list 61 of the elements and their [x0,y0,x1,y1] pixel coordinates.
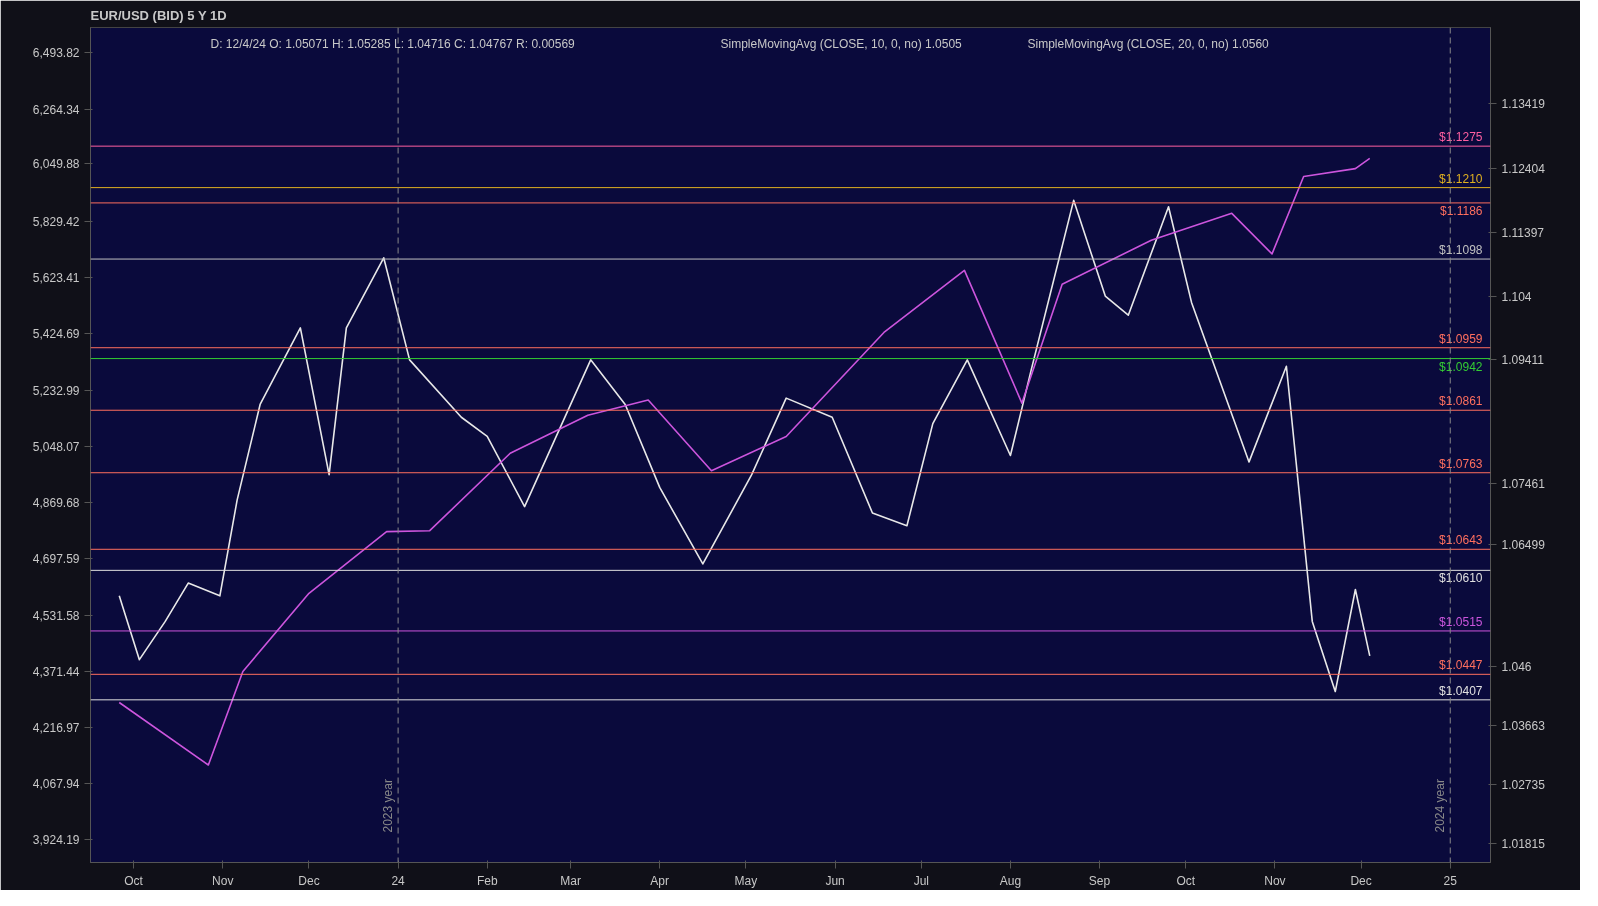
ref-line-label: $1.1275 [1439,130,1483,145]
ref-line-label: $1.0447 [1439,658,1483,673]
x-tick-label: May [734,873,758,888]
y2-tick-label: 4,216.97 [32,721,80,736]
y2-tick-label: 6,493.82 [32,46,80,61]
y-tick-label: 1.13419 [1501,96,1546,111]
y2-tick-label: 6,049.88 [32,157,80,171]
ref-line-label: $1.1098 [1439,243,1483,258]
y2-tick-label: 5,048.07 [32,439,80,454]
y-tick-label: 1.09411 [1501,352,1545,367]
x-tick-label: 25 [1443,873,1458,888]
ref-line-label: $1.0861 [1439,394,1483,409]
annotation: D: 12/4/24 O: 1.05071 H: 1.05285 L: 1.04716 C: 1.04767 R: 0.00569 [210,36,576,51]
x-tick-label: Nov [1264,873,1286,888]
chart-title: EUR/USD (BID) 5 Y 1D [90,7,227,23]
y2-tick-label: 5,232.99 [32,383,80,398]
y2-tick-label: 4,869.68 [32,496,80,511]
x-tick-label: Apr [650,873,670,888]
x-tick-label: Nov [212,873,234,888]
y2-tick-label: 4,067.94 [32,777,80,792]
y2-tick-label: 5,623.41 [32,271,80,286]
y-tick-label: 1.06499 [1501,538,1546,553]
y-tick-label: 1.046 [1501,659,1532,674]
ref-line-label: $1.1186 [1440,203,1483,218]
ref-line-label: 2024 year [1433,779,1448,833]
annotation: SimpleMovingAvg (CLOSE, 10, 0, no) 1.0505 [720,36,963,51]
x-tick-label: Mar [560,873,581,888]
y2-tick-label: 6,264.34 [32,102,80,117]
y-tick-label: 1.11397 [1501,225,1545,240]
ref-line-label: $1.0959 [1439,331,1483,346]
x-tick-label: Jul [913,873,929,888]
y-tick-label: 1.03663 [1501,719,1546,734]
x-tick-label: Feb [476,873,498,888]
ref-line-label: 2023 year [381,779,396,833]
ref-line-label: $1.0610 [1439,571,1483,586]
x-tick-label: Oct [1176,873,1196,888]
y2-tick-label: 3,924.19 [32,833,80,848]
x-tick-label: 24 [391,873,406,888]
ref-line-label: $1.0643 [1439,533,1483,548]
x-tick-label: Oct [124,873,144,888]
y2-tick-label: 4,697.59 [32,552,80,567]
x-tick-label: Sep [1088,873,1111,888]
x-tick-label: Aug [999,873,1022,888]
annotation: SimpleMovingAvg (CLOSE, 20, 0, no) 1.0560 [1027,36,1270,51]
y-tick-label: 1.07461 [1501,477,1546,492]
y-tick-label: 1.104 [1501,289,1532,304]
y-tick-label: 1.02735 [1501,778,1546,793]
y-tick-label: 1.12404 [1501,161,1546,176]
y2-tick-label: 5,424.69 [32,327,80,342]
ref-line-label: $1.0515 [1439,614,1483,629]
y2-tick-label: 5,829.42 [32,215,80,230]
ref-line-label: $1.0763 [1439,456,1483,471]
x-tick-label: Dec [298,873,320,888]
ref-line-label: $1.0942 [1439,359,1483,374]
y2-tick-label: 4,531.58 [32,608,80,623]
y2-tick-label: 4,371.44 [32,664,80,679]
y-tick-label: 1.01815 [1501,837,1546,852]
x-tick-label: Jun [825,873,845,888]
ref-line-label: $1.1210 [1439,171,1483,186]
ref-line-label: $1.0407 [1439,683,1483,698]
x-tick-label: Dec [1350,873,1372,888]
